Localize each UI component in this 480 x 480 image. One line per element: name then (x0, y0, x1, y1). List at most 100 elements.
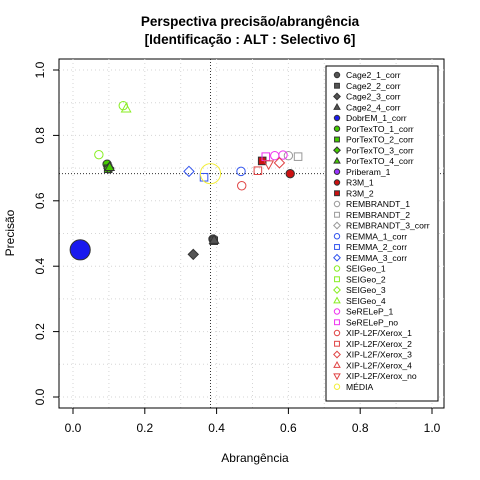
legend-label: R3M_1 (346, 178, 374, 188)
y-tick-label: 1.0 (33, 61, 47, 78)
legend-label: XIP-L2F/Xerox_2 (346, 339, 412, 349)
legend-marker (333, 71, 341, 79)
legend-label: XIP-L2F/Xerox_3 (346, 350, 412, 360)
legend-marker (334, 340, 340, 347)
legend-label: SEIGeo_4 (346, 296, 386, 306)
data-point (270, 150, 280, 161)
x-axis: 0.0 0.2 0.4 0.6 0.8 1.0 (65, 407, 441, 435)
legend-label: XIP-L2F/Xerox_4 (346, 360, 412, 370)
legend-marker (333, 168, 341, 175)
legend-marker (333, 383, 341, 390)
y-tick-label: 0.2 (33, 323, 47, 340)
legend-label: REMBRANDT_2 (346, 210, 410, 220)
legend-label: PorTexTO_1_corr (346, 124, 414, 134)
legend-label: PorTexTO_3_corr (346, 145, 414, 155)
x-tick-label: 1.0 (424, 421, 441, 435)
x-tick-label: 0.8 (352, 421, 369, 435)
legend-marker (333, 329, 341, 337)
legend-label: REMMA_3_corr (346, 253, 407, 263)
legend-label: Cage2_4_corr (346, 102, 401, 112)
data-point (69, 239, 91, 261)
legend: Cage2_1_corrCage2_2_corrCage2_3_corrCage… (325, 65, 439, 402)
legend-marker (333, 179, 341, 186)
legend-marker (334, 244, 340, 250)
legend-marker (334, 319, 340, 326)
data-point (273, 157, 286, 169)
legend-label: REMBRANDT_3_corr (346, 221, 430, 231)
legend-marker (333, 265, 341, 272)
legend-marker (333, 146, 341, 155)
y-tick-label: 0.6 (33, 192, 47, 209)
legend-label: PorTexTO_2_corr (346, 135, 414, 145)
legend-marker (334, 136, 340, 143)
legend-label: REMBRANDT_1 (346, 199, 410, 209)
data-point (285, 168, 295, 179)
legend-label: Cage2_1_corr (346, 70, 401, 80)
x-tick-label: 0.2 (136, 421, 153, 435)
legend-label: R3M_2 (346, 188, 374, 198)
legend-label: REMMA_2_corr (346, 242, 407, 252)
y-tick-label: 0.8 (33, 127, 47, 144)
legend-marker (333, 221, 341, 230)
legend-marker (333, 114, 341, 122)
legend-label: XIP-L2F/Xerox_1 (346, 328, 412, 338)
y-axis: 0.0 0.2 0.4 0.6 0.8 1.0 (33, 61, 60, 405)
legend-marker (334, 211, 340, 218)
legend-marker (334, 276, 340, 283)
legend-label: Cage2_3_corr (346, 92, 401, 102)
legend-label: Cage2_2_corr (346, 81, 401, 91)
legend-label: XIP-L2F/Xerox_no (346, 371, 417, 381)
legend-marker (333, 350, 341, 359)
legend-box (325, 65, 439, 402)
legend-label: PorTexTO_4_corr (346, 156, 414, 166)
legend-marker (334, 82, 340, 89)
data-point (283, 150, 294, 161)
legend-label: SEIGeo_1 (346, 264, 386, 274)
data-point (120, 102, 132, 113)
legend-label: SEIGeo_2 (346, 274, 386, 284)
legend-marker (333, 102, 341, 110)
legend-marker (334, 190, 340, 197)
legend-label: REMMA_1_corr (346, 231, 407, 241)
data-point (199, 163, 222, 185)
y-tick-label: 0.0 (33, 388, 47, 405)
chart-subtitle: [Identificação : ALT : Selectivo 6] (145, 32, 356, 47)
legend-marker (333, 92, 341, 101)
legend-marker (333, 286, 341, 294)
legend-label: SeRELeP_1 (346, 307, 394, 317)
y-tick-label: 0.4 (33, 258, 47, 275)
legend-label: SeRELeP_no (346, 317, 398, 327)
legend-marker (333, 200, 341, 208)
reference-lines (59, 59, 444, 408)
legend-marker (333, 296, 341, 304)
data-point (293, 152, 303, 161)
x-tick-label: 0.0 (65, 421, 82, 435)
data-point (187, 248, 200, 261)
data-points (69, 100, 303, 261)
legend-label: SEIGeo_3 (346, 285, 386, 295)
data-point (253, 166, 263, 175)
legend-label: Priberam_1 (346, 167, 391, 177)
data-point (237, 181, 247, 191)
legend-marker (333, 253, 341, 262)
data-point (278, 150, 288, 160)
data-point (104, 161, 116, 171)
legend-marker (333, 360, 341, 368)
data-point (236, 166, 246, 177)
data-point (208, 233, 220, 244)
x-tick-label: 0.4 (208, 421, 225, 435)
chart-title: Perspectiva precisão/abrangência (141, 14, 360, 29)
y-axis-label: Precisão (3, 209, 17, 256)
x-axis-label: Abrangência (221, 451, 289, 465)
data-point (183, 165, 195, 178)
data-point (263, 160, 275, 171)
legend-marker (333, 233, 341, 240)
legend-label: DobrEM_1_corr (346, 113, 407, 123)
legend-label: MÉDIA (346, 382, 373, 392)
legend-marker (333, 373, 341, 381)
legend-marker (333, 308, 341, 315)
data-point (94, 149, 104, 160)
x-tick-label: 0.6 (280, 421, 297, 435)
legend-marker (333, 156, 341, 164)
